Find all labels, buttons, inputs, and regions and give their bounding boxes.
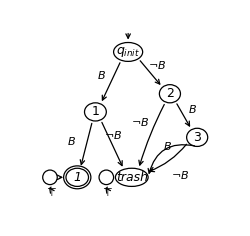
Text: $\neg B$: $\neg B$ [104,129,122,141]
Text: $\neg B$: $\neg B$ [171,169,189,181]
Text: $B$: $B$ [97,69,106,81]
Text: trash: trash [116,171,148,184]
Ellipse shape [114,42,143,61]
Text: $B$: $B$ [188,103,197,115]
Text: $\top$: $\top$ [100,187,113,198]
Text: $B$: $B$ [67,135,76,147]
Ellipse shape [66,168,88,186]
Ellipse shape [84,103,106,121]
Text: $\neg B$: $\neg B$ [148,59,166,71]
Text: $\top$: $\top$ [44,187,57,198]
Text: 1: 1 [92,105,99,118]
Text: $q_{init}$: $q_{init}$ [116,45,140,59]
Ellipse shape [99,170,114,185]
Text: $\neg B$: $\neg B$ [131,116,149,128]
Text: $B$: $B$ [163,139,172,152]
Ellipse shape [116,168,148,186]
Ellipse shape [160,85,180,103]
Text: 2: 2 [166,87,174,100]
Text: 3: 3 [193,131,201,144]
Ellipse shape [43,170,57,185]
Ellipse shape [187,128,208,146]
Text: 1: 1 [73,171,81,184]
